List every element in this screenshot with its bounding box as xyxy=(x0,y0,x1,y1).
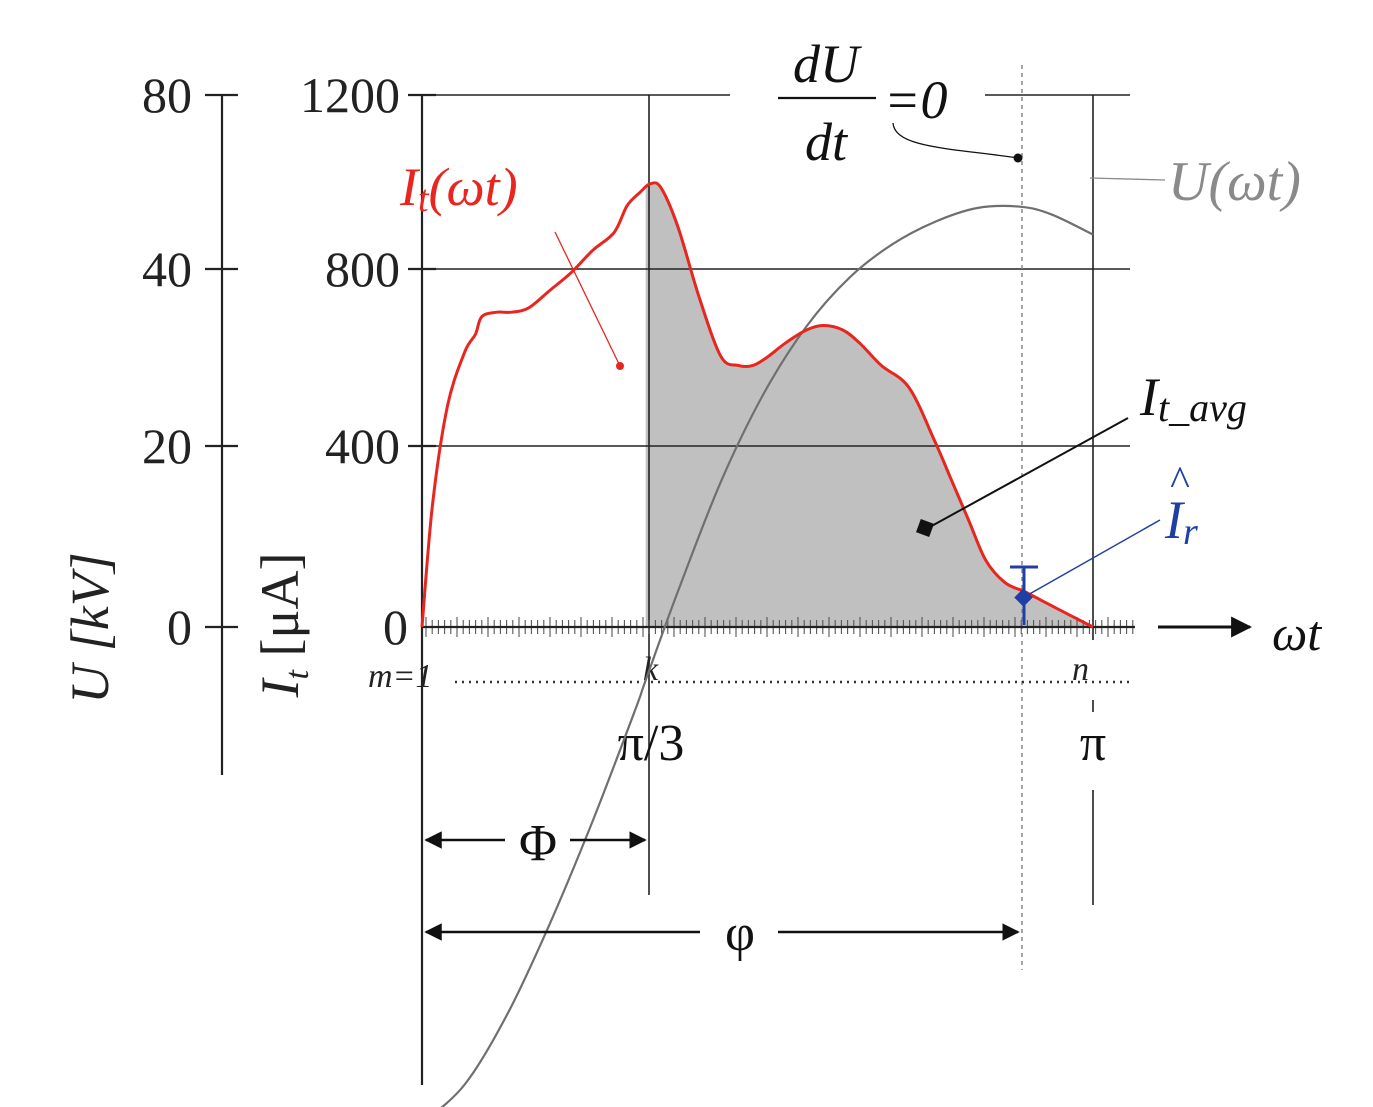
u-axis-title: U [kV] xyxy=(60,552,120,703)
residual-current-annotation: ^ Ir xyxy=(1010,459,1198,625)
current-label-leader xyxy=(554,231,621,367)
it-axis-title-main: I xyxy=(250,676,310,698)
derivative-leader xyxy=(892,122,1019,159)
it-tick-label-0: 0 xyxy=(383,599,408,655)
it-axis: 1200 800 400 0 It [μA] xyxy=(250,67,436,1085)
voltage-series-label: U(ωt) xyxy=(1168,151,1301,213)
current-label-sub: t xyxy=(418,178,430,220)
u-axis: 80 40 20 0 U [kV] xyxy=(60,67,238,775)
average-current-annotation: It_avg xyxy=(916,367,1247,537)
it-axis-title-rest: [μA] xyxy=(250,553,310,670)
average-current-label: It_avg xyxy=(1139,367,1247,430)
x-axis: ωt m=1 k n π/3 π xyxy=(368,605,1322,772)
derivative-equals-zero: =0 xyxy=(884,70,947,130)
derivative-denominator: dt xyxy=(805,112,849,172)
it-axis-title: It [μA] xyxy=(250,553,316,699)
residual-current-label: Ir xyxy=(1164,490,1198,553)
gridlines xyxy=(422,65,1130,970)
u-tick-label-80: 80 xyxy=(142,67,192,123)
u-tick-label-20: 20 xyxy=(142,418,192,474)
max-voltage-point xyxy=(1013,153,1023,163)
voltage-label-leader xyxy=(1089,177,1166,181)
current-series-label: It(ωt) xyxy=(399,157,518,220)
phi-lower-label: φ xyxy=(725,905,755,962)
x-axis-label: ωt xyxy=(1272,605,1322,661)
average-current-leader xyxy=(927,417,1129,529)
x-tick-label-pi: π xyxy=(1080,715,1106,772)
it-axis-title-sub: t xyxy=(279,668,316,679)
index-m-label: m=1 xyxy=(368,658,433,695)
derivative-numerator: dU xyxy=(793,34,862,94)
residual-current-leader xyxy=(1025,519,1161,597)
average-label-sub: t_avg xyxy=(1158,385,1247,430)
residual-current-marker xyxy=(1014,588,1033,607)
current-label-dot xyxy=(616,362,624,370)
it-tick-label-1200: 1200 xyxy=(300,67,400,123)
integration-area xyxy=(645,183,1093,628)
average-current-marker xyxy=(916,519,934,537)
current-label-main: I xyxy=(399,157,421,217)
voltage-curve xyxy=(440,204,1094,1107)
x-tick-label-pi3: π/3 xyxy=(618,715,685,772)
u-tick-label-40: 40 xyxy=(142,241,192,297)
residual-label-main: I xyxy=(1164,490,1186,550)
residual-label-sub: r xyxy=(1183,511,1198,553)
index-n-label: n xyxy=(1072,651,1089,688)
current-curve xyxy=(420,181,1094,629)
u-tick-label-0: 0 xyxy=(167,599,192,655)
phi-upper-label: Φ xyxy=(519,815,557,872)
derivative-annotation: dU dt =0 xyxy=(778,34,1023,172)
phase-arrows: Φ φ xyxy=(424,815,1020,962)
current-label-rest: (ωt) xyxy=(429,157,518,217)
residual-current-hat: ^ xyxy=(1170,459,1190,505)
it-tick-label-400: 400 xyxy=(325,418,400,474)
it-tick-label-800: 800 xyxy=(325,241,400,297)
average-label-main: I xyxy=(1139,367,1161,427)
